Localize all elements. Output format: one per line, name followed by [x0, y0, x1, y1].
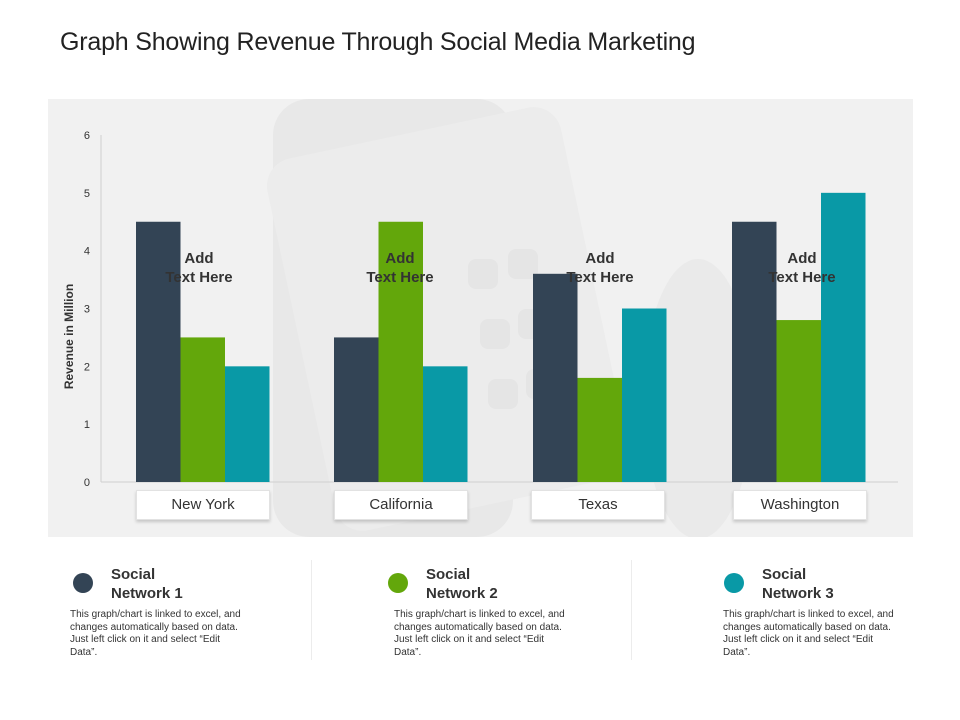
- bar-1-new-york: [136, 221, 181, 482]
- annotation-line1: Add: [385, 250, 415, 267]
- bar-1-california: [334, 337, 379, 482]
- annotation-line2: Text Here: [366, 269, 434, 286]
- y-tick-label: 6: [84, 130, 90, 142]
- divider: [311, 560, 312, 660]
- annotation-line1: Add: [184, 250, 214, 267]
- legend-label-line2: Network 2: [426, 585, 498, 602]
- y-tick-label: 0: [84, 477, 90, 489]
- bar-chart: 0 1 2 3 4 5 6 Revenue in Million: [62, 99, 898, 537]
- bar-3-new-york: [225, 366, 270, 482]
- annotation-1: Add Text Here: [139, 249, 259, 287]
- legend-label: Social Network 3: [762, 565, 882, 603]
- legend-description: This graph/chart is linked to excel, and…: [394, 609, 565, 658]
- annotation-4: Add Text Here: [742, 249, 862, 287]
- legend-dot-icon: [724, 573, 744, 593]
- legend-description: This graph/chart is linked to excel, and…: [70, 609, 241, 658]
- annotation-line2: Text Here: [566, 269, 634, 286]
- annotation-3: Add Text Here: [540, 249, 660, 287]
- legend-label-line1: Social: [426, 566, 471, 583]
- divider: [631, 560, 632, 660]
- category-label-california: California: [334, 490, 468, 520]
- page-title: Graph Showing Revenue Through Social Med…: [60, 28, 696, 56]
- y-tick-label: 1: [84, 419, 90, 431]
- bar-1-texas: [533, 273, 578, 482]
- y-tick-label: 2: [84, 361, 90, 373]
- chart-panel: 0 1 2 3 4 5 6 Revenue in Million Add Text Here …: [48, 99, 913, 537]
- legend-label-line1: Social: [762, 566, 807, 583]
- y-tick-label: 4: [84, 246, 90, 258]
- legend-description: This graph/chart is linked to excel, and…: [723, 609, 894, 658]
- bar-2-new-york: [180, 337, 225, 482]
- y-tick-label: 5: [84, 188, 90, 200]
- annotation-2: Add Text Here: [340, 249, 460, 287]
- bar-2-california: [378, 221, 423, 482]
- category-label-texas: Texas: [531, 490, 665, 520]
- y-axis-title: Revenue in Million: [62, 284, 76, 389]
- bar-2-washington: [776, 320, 821, 482]
- legend-label-line2: Network 3: [762, 585, 834, 602]
- legend-label-line2: Network 1: [111, 585, 183, 602]
- annotation-line2: Text Here: [768, 269, 836, 286]
- bar-1-washington: [732, 221, 777, 482]
- legend-label-line1: Social: [111, 566, 156, 583]
- category-label-new-york: New York: [136, 490, 270, 520]
- annotation-line1: Add: [585, 250, 615, 267]
- bar-3-washington: [821, 192, 866, 482]
- bar-2-texas: [577, 377, 622, 482]
- annotation-line1: Add: [787, 250, 817, 267]
- legend-dot-icon: [388, 573, 408, 593]
- legend-label: Social Network 1: [111, 565, 231, 603]
- annotation-line2: Text Here: [165, 269, 233, 286]
- legend-label: Social Network 2: [426, 565, 546, 603]
- category-label-washington: Washington: [733, 490, 867, 520]
- legend-dot-icon: [73, 573, 93, 593]
- y-tick-label: 3: [84, 304, 90, 316]
- bar-3-texas: [622, 308, 667, 482]
- bar-3-california: [423, 366, 468, 482]
